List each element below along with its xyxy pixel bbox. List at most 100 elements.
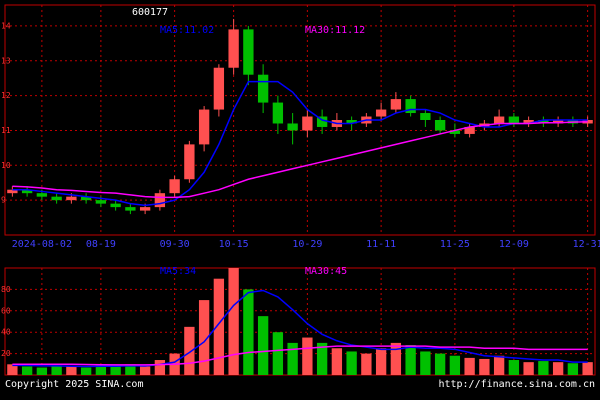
ma-line xyxy=(12,120,588,199)
candle-body xyxy=(390,99,402,110)
legend-entry: MA30:11.12 xyxy=(305,25,365,36)
y-tick-label: 13 xyxy=(1,56,11,65)
candle-body xyxy=(125,207,136,211)
volume-bar xyxy=(302,337,313,375)
candle-body xyxy=(302,116,313,131)
candle-body xyxy=(508,116,520,124)
volume-bar xyxy=(582,362,593,375)
candle-body xyxy=(36,193,48,197)
x-tick-label: 10-29 xyxy=(292,239,322,250)
candle-body xyxy=(405,99,416,114)
volume-bar xyxy=(7,364,18,375)
candle-body xyxy=(228,29,239,68)
plot-frame xyxy=(4,267,596,376)
x-tick-label: 08-19 xyxy=(86,239,116,250)
y-tick-label: 12 xyxy=(1,91,11,100)
legend-entry: MA5:34 xyxy=(160,266,196,277)
plot-frame xyxy=(4,4,596,236)
volume-bar xyxy=(198,300,210,375)
candle-body xyxy=(169,179,180,194)
candle-body xyxy=(375,109,387,117)
volume-bar xyxy=(479,358,490,375)
chart-title: 600177 xyxy=(132,7,168,18)
y-tick-label: 14 xyxy=(1,21,11,30)
candle-body xyxy=(66,196,77,201)
candle-body xyxy=(272,102,284,124)
candle-body xyxy=(198,109,210,145)
volume-bar xyxy=(21,366,33,375)
candle-body xyxy=(257,74,269,103)
x-tick-label: 11-25 xyxy=(440,239,470,250)
volume-bar xyxy=(331,348,343,375)
volume-bar xyxy=(243,289,254,375)
legend-entry: MA30:45 xyxy=(305,266,347,277)
candle-body xyxy=(420,113,431,120)
volume-bar xyxy=(110,366,121,375)
volume-bar xyxy=(375,348,387,375)
ma-line xyxy=(12,289,588,368)
legend-entry: MA5:11.02 xyxy=(160,25,214,36)
volume-bar xyxy=(95,365,107,375)
ma-line xyxy=(12,345,588,366)
y-tick-label: 80 xyxy=(1,285,11,294)
y-tick-label: 20 xyxy=(1,349,11,358)
volume-bar xyxy=(464,357,475,375)
volume-bar xyxy=(538,361,549,375)
volume-bar xyxy=(316,342,328,375)
volume-bar xyxy=(552,362,564,375)
volume-bar xyxy=(449,355,461,375)
candle-body xyxy=(493,116,505,124)
candle-body xyxy=(110,203,121,208)
volume-bar xyxy=(272,332,284,375)
y-tick-label: 11 xyxy=(1,126,11,135)
volume-bar xyxy=(139,366,151,375)
candle-body xyxy=(21,189,33,194)
x-tick-label: 12-31 xyxy=(573,239,600,250)
candle-body xyxy=(434,120,446,131)
y-tick-label: 60 xyxy=(1,306,11,315)
x-tick-label: 09-30 xyxy=(160,239,190,250)
x-tick-label: 12-09 xyxy=(499,239,529,250)
candle-body xyxy=(51,196,62,201)
candle-body xyxy=(243,29,254,75)
volume-bar xyxy=(390,342,402,375)
volume-bar xyxy=(420,351,431,375)
volume-bar xyxy=(51,365,62,375)
candle-body xyxy=(346,120,357,124)
volume-bar xyxy=(257,316,269,375)
candle-body xyxy=(154,193,166,208)
ma-line xyxy=(12,80,588,207)
candle-body xyxy=(7,189,18,194)
volume-bar xyxy=(405,345,416,375)
candle-body xyxy=(287,123,298,131)
volume-bar xyxy=(523,362,534,375)
volume-bar xyxy=(228,268,239,375)
x-tick-label: 10-15 xyxy=(219,239,249,250)
y-tick-label: 40 xyxy=(1,328,11,337)
x-tick-label: 2024-08-02 xyxy=(12,239,72,250)
volume-bar xyxy=(361,353,372,375)
volume-bar xyxy=(346,351,357,375)
volume-bar xyxy=(287,342,298,375)
candle-body xyxy=(316,116,328,127)
candle-body xyxy=(95,200,107,204)
x-tick-label: 11-11 xyxy=(366,239,396,250)
y-tick-label: 9 xyxy=(1,196,6,205)
volume-bar xyxy=(508,360,520,375)
candle-body xyxy=(139,207,151,211)
candle-body xyxy=(552,120,564,124)
candle-body xyxy=(80,196,92,201)
copyright: Copyright 2025 SINA.com xyxy=(5,379,143,390)
y-tick-label: 10 xyxy=(1,161,11,170)
volume-bar xyxy=(80,367,92,375)
volume-bar xyxy=(36,367,48,375)
volume-bar xyxy=(493,355,505,375)
candle-body xyxy=(464,126,475,134)
volume-bar xyxy=(154,360,166,375)
volume-bar xyxy=(184,326,195,375)
candle-body xyxy=(449,130,461,134)
candle-body xyxy=(538,120,549,124)
volume-bar xyxy=(434,353,446,375)
source-url: http://finance.sina.com.cn xyxy=(438,379,595,390)
volume-bar xyxy=(125,364,136,375)
